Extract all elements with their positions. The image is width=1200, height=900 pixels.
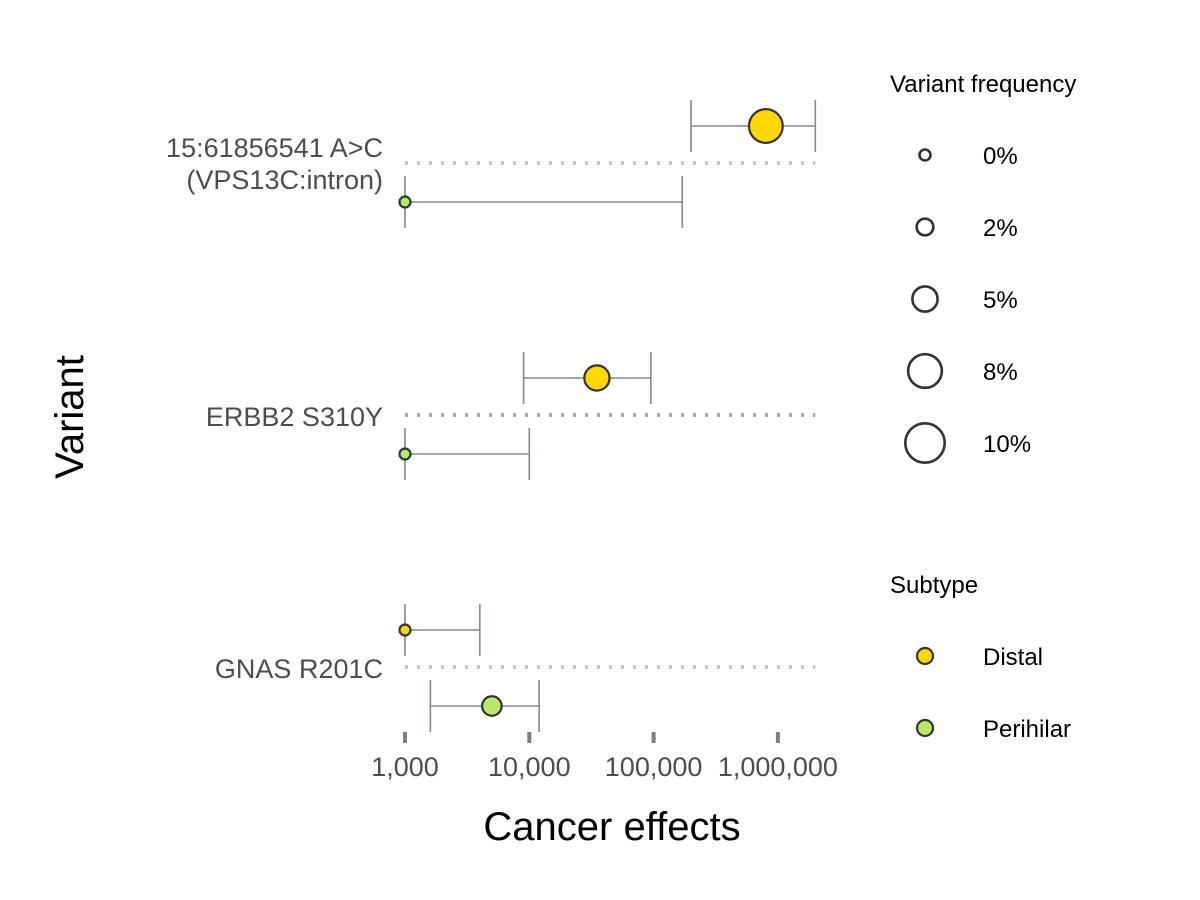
variant-label: (VPS13C:intron) bbox=[186, 165, 383, 195]
legend-size-label: 2% bbox=[983, 215, 1018, 242]
x-tick-label: 1,000,000 bbox=[718, 752, 838, 782]
legend-size-label: 10% bbox=[983, 431, 1031, 458]
variant-group bbox=[398, 352, 816, 480]
point-perihilar bbox=[398, 447, 412, 461]
variant-label: 15:61856541 A>C bbox=[166, 133, 383, 163]
legend-color-item: Perihilar bbox=[915, 716, 1071, 743]
variant-group bbox=[398, 100, 817, 228]
legend-size-item: 5% bbox=[911, 285, 1018, 314]
x-tick-label: 10,000 bbox=[488, 752, 571, 782]
point-distal bbox=[583, 364, 611, 392]
point-perihilar bbox=[481, 695, 503, 717]
legend-size: Variant frequency 0% 2% 5% 8% 10% bbox=[890, 71, 1076, 464]
legend-size-item: 0% bbox=[918, 143, 1018, 170]
y-axis-title: Variant bbox=[48, 355, 92, 479]
plot-area bbox=[398, 100, 817, 732]
x-tick-label: 100,000 bbox=[605, 752, 703, 782]
legend-size-key bbox=[918, 148, 932, 162]
legend-size-item: 10% bbox=[903, 421, 1031, 464]
variant-group bbox=[398, 604, 816, 732]
legend-size-label: 8% bbox=[983, 359, 1018, 386]
variant-label: ERBB2 S310Y bbox=[206, 402, 383, 432]
legend-size-label: 0% bbox=[983, 143, 1018, 170]
legend-size-title: Variant frequency bbox=[890, 71, 1076, 98]
point-distal bbox=[747, 108, 784, 144]
point-perihilar bbox=[398, 195, 412, 209]
legend-color-key bbox=[915, 646, 935, 666]
x-axis-title: Cancer effects bbox=[483, 805, 740, 849]
variant-label: GNAS R201C bbox=[215, 654, 383, 684]
legend-size-item: 2% bbox=[915, 215, 1018, 242]
legend-size-key bbox=[906, 352, 944, 390]
legend-color-item: Distal bbox=[915, 644, 1043, 671]
legend-color-label: Distal bbox=[983, 644, 1043, 671]
point-distal bbox=[398, 623, 412, 637]
x-tick-label: 1,000 bbox=[371, 752, 439, 782]
x-axis: 1,000 10,000 100,000 1,000,000 bbox=[371, 732, 838, 782]
legend-size-key bbox=[903, 421, 946, 464]
legend-color-label: Perihilar bbox=[983, 716, 1071, 743]
y-axis-labels: 15:61856541 A>C(VPS13C:intron) ERBB2 S310… bbox=[166, 133, 383, 684]
legend-size-key bbox=[911, 285, 939, 313]
legend-size-label: 5% bbox=[983, 287, 1018, 314]
legend-color-title: Subtype bbox=[890, 572, 978, 599]
legend-color-key bbox=[915, 718, 935, 738]
legend-size-item: 8% bbox=[906, 352, 1018, 390]
legend-color: Subtype Distal Perihilar bbox=[890, 572, 1071, 743]
legend-size-key bbox=[915, 217, 935, 237]
